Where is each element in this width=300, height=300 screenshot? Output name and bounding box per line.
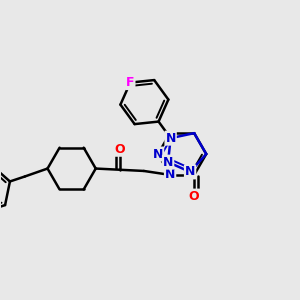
Text: N: N — [153, 148, 163, 160]
Text: N: N — [185, 165, 195, 178]
Text: O: O — [189, 190, 200, 202]
Text: N: N — [165, 132, 176, 145]
Text: N: N — [163, 156, 173, 169]
Text: N: N — [165, 168, 175, 182]
Text: O: O — [115, 143, 125, 156]
Text: F: F — [126, 76, 134, 89]
